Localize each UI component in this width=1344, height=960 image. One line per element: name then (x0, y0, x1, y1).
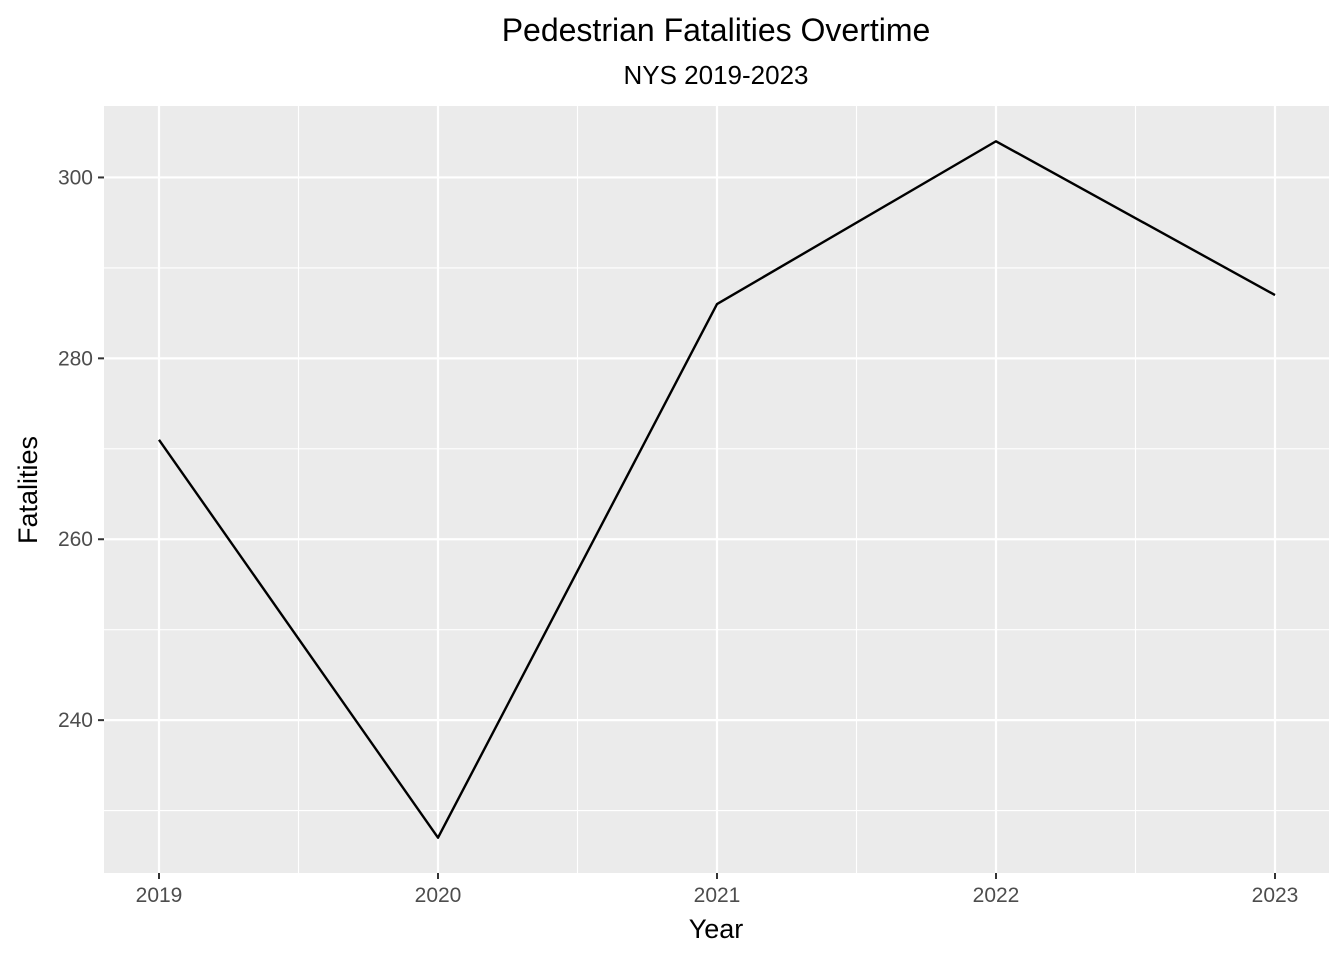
series-layer (158, 140, 1276, 839)
y-axis: 240 260 280 300 (58, 166, 104, 732)
x-tick-label: 2019 (136, 884, 183, 907)
major-gridlines (104, 106, 1329, 873)
y-tick-label: 260 (58, 528, 93, 551)
x-axis: 2019 2020 2021 2022 2023 (136, 873, 1299, 907)
x-axis-title: Year (689, 914, 744, 944)
y-tick-label: 240 (58, 709, 93, 732)
series-line (158, 140, 1276, 839)
y-tick-label: 300 (58, 166, 93, 189)
chart-title: Pedestrian Fatalities Overtime (502, 12, 931, 48)
y-axis-title: Fatalities (13, 436, 43, 544)
y-tick-label: 280 (58, 347, 93, 370)
x-tick-label: 2020 (415, 884, 462, 907)
chart-subtitle: NYS 2019-2023 (623, 60, 808, 90)
x-tick-label: 2022 (973, 884, 1020, 907)
x-tick-label: 2021 (694, 884, 741, 907)
x-tick-label: 2023 (1252, 884, 1299, 907)
